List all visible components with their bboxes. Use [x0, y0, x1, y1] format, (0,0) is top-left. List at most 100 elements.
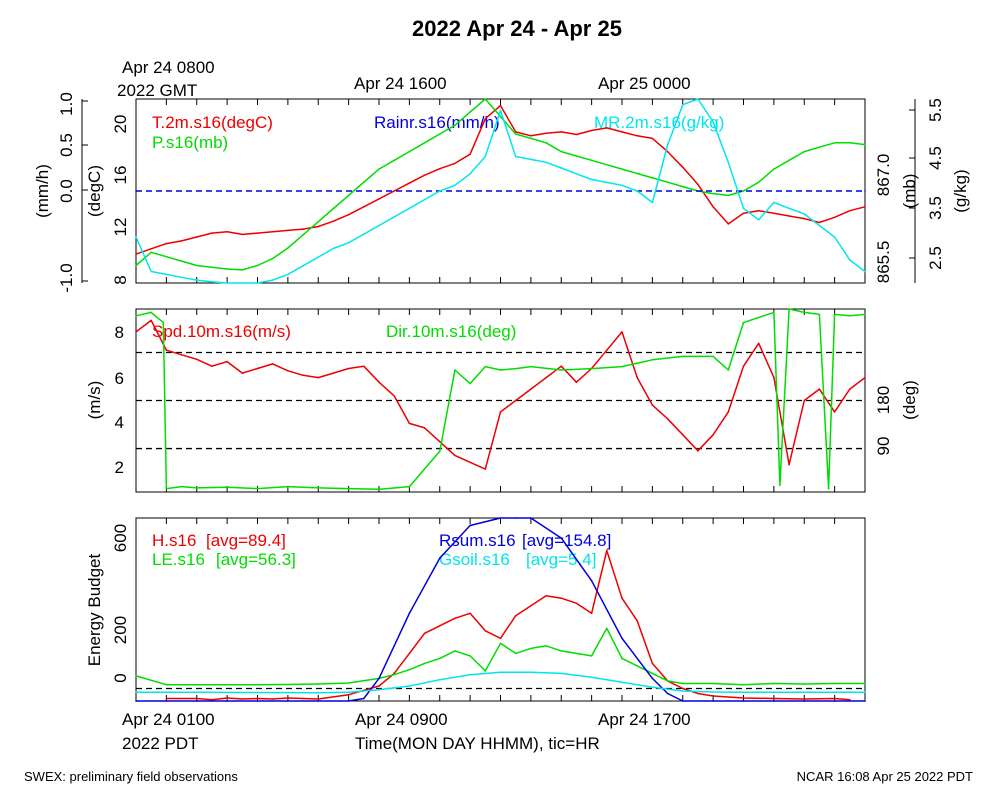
data-point [180, 354, 183, 356]
data-point [180, 276, 183, 279]
data-point [378, 688, 380, 691]
data-point [530, 137, 532, 140]
data-point [864, 313, 866, 316]
data-point [256, 232, 259, 234]
legend-rsum-avg: [avg=154.8] [522, 531, 611, 550]
data-point [803, 311, 806, 314]
data-point [651, 177, 654, 179]
mr-tick-label: 5.5 [926, 98, 945, 122]
data-point [165, 700, 168, 702]
data-point [666, 692, 669, 695]
mr-tick-label: 4.5 [926, 146, 945, 170]
data-point [773, 682, 775, 685]
data-point [590, 367, 593, 370]
data-point [742, 700, 745, 702]
data-point [256, 282, 259, 284]
data-point [439, 440, 441, 443]
data-point [484, 468, 487, 470]
data-point [514, 615, 517, 617]
data-point [757, 219, 760, 221]
data-point [408, 422, 411, 425]
data-point [256, 367, 259, 370]
data-point [408, 612, 411, 615]
data-point [439, 657, 441, 660]
data-point [590, 676, 593, 678]
figure-title: 2022 Apr 24 - Apr 25 [412, 16, 622, 41]
data-point [636, 135, 638, 137]
data-point [165, 255, 168, 258]
data-point [864, 700, 866, 702]
data-point [211, 698, 213, 701]
data-point [287, 683, 289, 686]
data-point [818, 388, 821, 390]
data-point [575, 133, 578, 136]
data-point [590, 178, 593, 181]
top-time-label-0: Apr 24 0800 [122, 58, 215, 77]
data-point [454, 369, 456, 371]
data-point [302, 228, 304, 230]
data-point [484, 117, 487, 120]
data-point [742, 697, 745, 699]
data-point [499, 104, 502, 107]
data-point [180, 485, 183, 488]
series-line-rsum [136, 517, 865, 702]
data-point [636, 665, 638, 667]
data-point [332, 247, 335, 250]
data-point [514, 367, 517, 370]
data-point [408, 685, 411, 687]
energy-tick-label: 0 [111, 673, 130, 682]
data-point [469, 173, 471, 175]
data-point [317, 225, 320, 228]
data-point [545, 376, 547, 379]
data-point [849, 388, 851, 390]
data-point [165, 697, 168, 700]
data-point [408, 150, 411, 153]
data-point [256, 264, 259, 267]
data-point [150, 319, 152, 322]
data-point [135, 700, 137, 702]
press-tick-label: 865.5 [874, 241, 893, 284]
data-point [742, 190, 745, 192]
data-point [196, 487, 198, 489]
data-point [165, 683, 168, 686]
mr-tick-label: 3.5 [926, 196, 945, 220]
data-point [439, 133, 441, 135]
data-point [454, 454, 456, 457]
data-point [302, 234, 304, 236]
data-point [621, 168, 623, 170]
data-point [530, 388, 532, 390]
data-point [439, 450, 441, 453]
bottom-time-label-2: Apr 24 1700 [598, 710, 691, 729]
data-point [864, 682, 866, 685]
data-point [682, 700, 684, 702]
data-point [651, 404, 654, 406]
data-point [271, 257, 274, 260]
energy-tick-label: 600 [111, 524, 130, 552]
data-point [287, 370, 289, 372]
data-point [302, 697, 304, 700]
data-point [454, 184, 456, 187]
data-point [196, 697, 198, 700]
data-point [378, 224, 380, 227]
data-point [514, 517, 517, 519]
legend-wind-direction: Dir.10m.s16(deg) [386, 322, 516, 341]
data-point [803, 150, 806, 153]
data-point [560, 672, 563, 675]
data-point [165, 487, 168, 490]
data-point [317, 691, 320, 694]
data-point [606, 181, 608, 184]
energy-tick-label: 200 [111, 616, 130, 644]
data-point [606, 627, 608, 630]
data-point [135, 691, 137, 693]
data-point [833, 216, 836, 219]
data-point [697, 692, 699, 695]
rain-tick-label: 1.0 [57, 92, 76, 116]
data-point [545, 594, 547, 597]
bottom-time-label-0: Apr 24 0100 [122, 710, 215, 729]
data-point [788, 215, 790, 217]
data-point [636, 376, 638, 379]
data-point [560, 597, 563, 599]
data-point [773, 168, 775, 170]
data-point [712, 695, 714, 697]
data-point [818, 146, 821, 148]
